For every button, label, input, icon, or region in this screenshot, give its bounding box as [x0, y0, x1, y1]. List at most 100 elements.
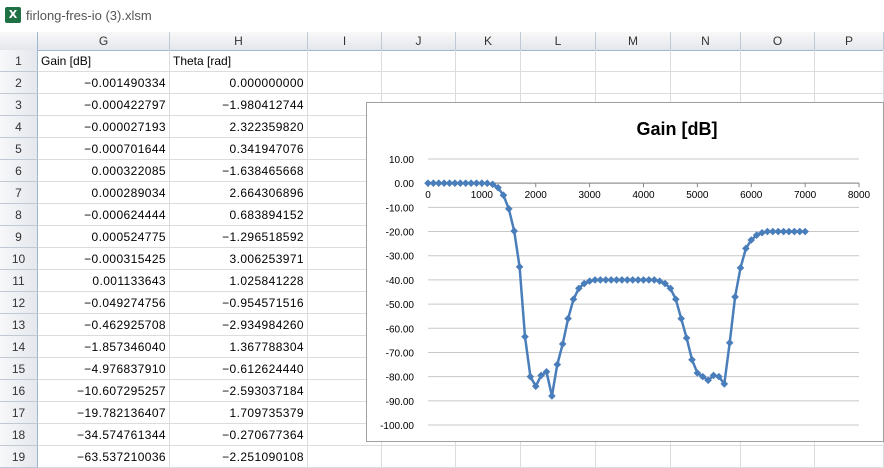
theta-cell[interactable]: 1.025841228 [170, 270, 308, 292]
spreadsheet-grid[interactable]: G H I J K L M N O P 1 Gain [dB] Theta [rad… [0, 32, 884, 468]
theta-cell[interactable]: −0.612624440 [170, 358, 308, 380]
empty-cell[interactable] [456, 50, 521, 72]
x-tick-label: 3000 [579, 190, 602, 201]
column-header-l[interactable]: L [521, 32, 596, 50]
row-header[interactable]: 12 [0, 292, 38, 314]
row-header[interactable]: 8 [0, 204, 38, 226]
theta-cell[interactable]: 1.709735379 [170, 402, 308, 424]
empty-cell[interactable] [596, 50, 671, 72]
row-header[interactable]: 19 [0, 446, 38, 468]
theta-cell[interactable]: −1.638465668 [170, 160, 308, 182]
row-header[interactable]: 17 [0, 402, 38, 424]
empty-cell[interactable] [521, 72, 596, 94]
empty-cell[interactable] [456, 72, 521, 94]
gain-cell[interactable]: −0.000422797 [38, 94, 170, 116]
empty-cell[interactable] [671, 50, 741, 72]
series-line [428, 181, 806, 398]
empty-cell[interactable] [671, 446, 741, 468]
theta-cell[interactable]: 1.367788304 [170, 336, 308, 358]
gain-cell[interactable]: −0.001490334 [38, 72, 170, 94]
gain-cell[interactable]: 0.000524775 [38, 226, 170, 248]
row-header[interactable]: 11 [0, 270, 38, 292]
gain-cell[interactable]: 0.000289034 [38, 182, 170, 204]
column-header-h[interactable]: H [170, 32, 308, 50]
empty-cell[interactable] [382, 446, 456, 468]
empty-cell[interactable] [382, 50, 456, 72]
gain-cell[interactable]: −0.000624444 [38, 204, 170, 226]
empty-cell[interactable] [596, 446, 671, 468]
row-header[interactable]: 7 [0, 182, 38, 204]
gain-cell[interactable]: −34.574761344 [38, 424, 170, 446]
row-header[interactable]: 15 [0, 358, 38, 380]
column-header-p[interactable]: P [815, 32, 884, 50]
gain-cell[interactable]: −0.049274756 [38, 292, 170, 314]
column-header-o[interactable]: O [741, 32, 815, 50]
gain-cell[interactable]: −0.000315425 [38, 248, 170, 270]
empty-cell[interactable] [308, 446, 382, 468]
column-header-g[interactable]: G [38, 32, 170, 50]
row-header[interactable]: 13 [0, 314, 38, 336]
empty-cell[interactable] [521, 446, 596, 468]
gain-cell[interactable]: −63.537210036 [38, 446, 170, 468]
data-point [709, 371, 718, 380]
empty-cell[interactable] [521, 50, 596, 72]
gain-cell[interactable]: −0.000027193 [38, 116, 170, 138]
empty-cell[interactable] [308, 50, 382, 72]
row-header[interactable]: 9 [0, 226, 38, 248]
column-header-k[interactable]: K [456, 32, 521, 50]
gain-cell[interactable]: −1.857346040 [38, 336, 170, 358]
theta-cell[interactable]: 0.683894152 [170, 204, 308, 226]
row-header[interactable]: 5 [0, 138, 38, 160]
empty-cell[interactable] [741, 50, 815, 72]
gain-chart[interactable]: Gain [dB] 10.00 0.00 -10.00 -20.00 -30.00 -40… [366, 102, 884, 442]
empty-cell[interactable] [596, 72, 671, 94]
row-header[interactable]: 6 [0, 160, 38, 182]
gain-header-cell[interactable]: Gain [dB] [38, 50, 170, 72]
row-header[interactable]: 3 [0, 94, 38, 116]
row-header[interactable]: 4 [0, 116, 38, 138]
theta-cell[interactable]: 0.000000000 [170, 72, 308, 94]
empty-cell[interactable] [382, 72, 456, 94]
theta-cell[interactable]: −2.593037184 [170, 380, 308, 402]
data-point [752, 231, 761, 239]
empty-cell[interactable] [671, 72, 741, 94]
gain-cell[interactable]: −4.976837910 [38, 358, 170, 380]
theta-cell[interactable]: −1.980412744 [170, 94, 308, 116]
theta-cell[interactable]: −2.251090108 [170, 446, 308, 468]
gain-cell[interactable]: −19.782136407 [38, 402, 170, 424]
theta-cell[interactable]: 3.006253971 [170, 248, 308, 270]
gain-cell[interactable]: 0.001133643 [38, 270, 170, 292]
row-header[interactable]: 18 [0, 424, 38, 446]
theta-cell[interactable]: 2.664306896 [170, 182, 308, 204]
theta-cell[interactable]: −0.954571516 [170, 292, 308, 314]
row-header[interactable]: 2 [0, 72, 38, 94]
theta-header-cell[interactable]: Theta [rad] [170, 50, 308, 72]
empty-cell[interactable] [741, 72, 815, 94]
theta-cell[interactable]: −0.270677364 [170, 424, 308, 446]
empty-cell[interactable] [815, 50, 884, 72]
gain-cell[interactable]: −10.607295257 [38, 380, 170, 402]
column-header-j[interactable]: J [382, 32, 456, 50]
theta-cell[interactable]: 2.322359820 [170, 116, 308, 138]
theta-cell[interactable]: 0.341947076 [170, 138, 308, 160]
empty-cell[interactable] [815, 72, 884, 94]
empty-cell[interactable] [741, 446, 815, 468]
row-header[interactable]: 1 [0, 50, 38, 72]
row-header[interactable]: 16 [0, 380, 38, 402]
select-all-corner[interactable] [0, 32, 38, 50]
row-header[interactable]: 14 [0, 336, 38, 358]
gain-cell[interactable]: 0.000322085 [38, 160, 170, 182]
data-point [548, 392, 556, 400]
data-point [521, 332, 529, 341]
column-header-i[interactable]: I [308, 32, 382, 50]
empty-cell[interactable] [815, 446, 884, 468]
gain-cell[interactable]: −0.000701644 [38, 138, 170, 160]
empty-cell[interactable] [456, 446, 521, 468]
column-header-n[interactable]: N [671, 32, 741, 50]
theta-cell[interactable]: −2.934984260 [170, 314, 308, 336]
theta-cell[interactable]: −1.296518592 [170, 226, 308, 248]
gain-cell[interactable]: −0.462925708 [38, 314, 170, 336]
column-header-m[interactable]: M [596, 32, 671, 50]
empty-cell[interactable] [308, 72, 382, 94]
row-header[interactable]: 10 [0, 248, 38, 270]
